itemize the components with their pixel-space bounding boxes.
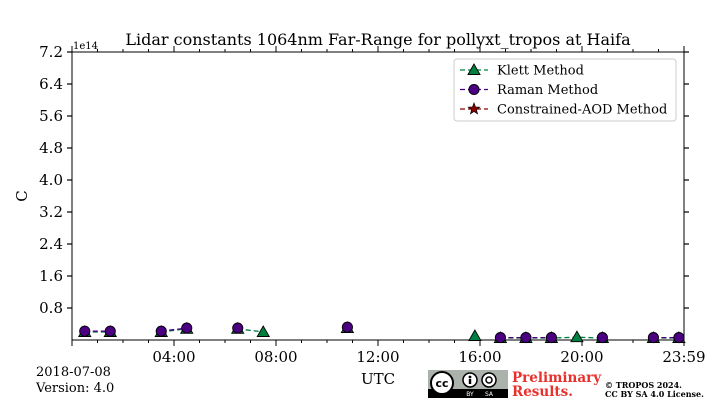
y-tick-label-1: 1.6: [39, 267, 63, 285]
x-tick-label-2: 12:00: [356, 348, 399, 366]
series-layer: [77, 321, 686, 344]
copyright-line: © TROPOS 2024.: [605, 380, 682, 390]
legend: Klett Method Raman Method Constrained-AOD …: [453, 58, 677, 122]
series-1-point-10: [647, 332, 659, 344]
series-0-point-11: [570, 330, 584, 343]
series-1-point-0: [79, 325, 91, 337]
y-tick-label-5: 4.8: [39, 139, 63, 157]
y-tick-label-2: 2.4: [39, 235, 63, 253]
legend-item-2: Constrained-AOD Method: [460, 102, 667, 118]
series-0-point-7: [468, 329, 482, 341]
legend-marker-0: [467, 63, 481, 75]
y-axis-label: C: [13, 190, 31, 201]
cc-logo-icon: [430, 371, 454, 395]
series-1-point-4: [232, 322, 244, 334]
x-tick-label-3: 16:00: [458, 348, 501, 366]
sa-share-arc: [485, 376, 493, 384]
series-1-point-9: [596, 332, 608, 344]
series-1-point-2: [155, 325, 167, 337]
series-1-point-6: [494, 332, 506, 344]
x-tick-label-4: 20:00: [560, 348, 603, 366]
x-tick-label-1: 08:00: [254, 348, 297, 366]
by-person-body: [468, 379, 472, 384]
legend-marker-1: [468, 83, 480, 96]
version-label: Version: 4.0: [35, 381, 114, 396]
legend-label-0: Klett Method: [497, 64, 584, 79]
date-label: 2018-07-08: [36, 365, 111, 380]
y-tick-label-4: 4.0: [39, 171, 63, 189]
legend-label-1: Raman Method: [497, 83, 598, 98]
y-scale-label: 1e14: [73, 41, 98, 52]
legend-item-0: Klett Method: [460, 63, 584, 79]
sa-text: SA: [485, 391, 494, 398]
cc-logo-text: cc: [435, 377, 448, 390]
series-0-point-5: [256, 325, 271, 337]
y-tick-label-3: 3.2: [39, 203, 63, 221]
legend-marker-2: [467, 102, 481, 115]
by-person-head: [468, 375, 472, 379]
cc-by-sa-badge: cc BY SA: [428, 370, 508, 398]
sa-share-icon: [481, 372, 497, 388]
series-1: [79, 321, 685, 344]
y-tick-label-7: 6.4: [39, 75, 63, 93]
chart-title: Lidar constants 1064nm Far-Range for pol…: [125, 30, 631, 49]
y-tick-label-0: 0.8: [39, 299, 63, 317]
x-axis-label: UTC: [361, 370, 395, 388]
x-tick-label-5: 23:59: [662, 348, 705, 366]
license-line: CC BY SA 4.0 License.: [605, 389, 704, 399]
legend-box: [453, 58, 677, 122]
legend-item-1: Raman Method: [460, 83, 598, 98]
series-1-point-7: [520, 332, 532, 344]
series-1-point-8: [545, 332, 557, 344]
legend-label-2: Constrained-AOD Method: [497, 103, 667, 118]
axis-ticks: 0.8 1.6 2.4 3.2 4.0 4.8 5.6 6.4 7.2 04:00 08:00 12:…: [39, 43, 705, 366]
results-label: Results.: [512, 384, 573, 400]
series-1-point-5: [341, 321, 353, 333]
by-text: BY: [466, 391, 474, 398]
y-tick-label-8: 7.2: [39, 43, 63, 61]
series-1-point-1: [104, 325, 116, 337]
y-tick-label-6: 5.6: [39, 107, 63, 125]
series-1-point-11: [673, 332, 685, 344]
series-1-point-3: [181, 322, 193, 334]
series-0: [77, 321, 686, 343]
x-tick-label-0: 04:00: [152, 348, 195, 366]
preliminary-label: Preliminary: [512, 370, 602, 386]
